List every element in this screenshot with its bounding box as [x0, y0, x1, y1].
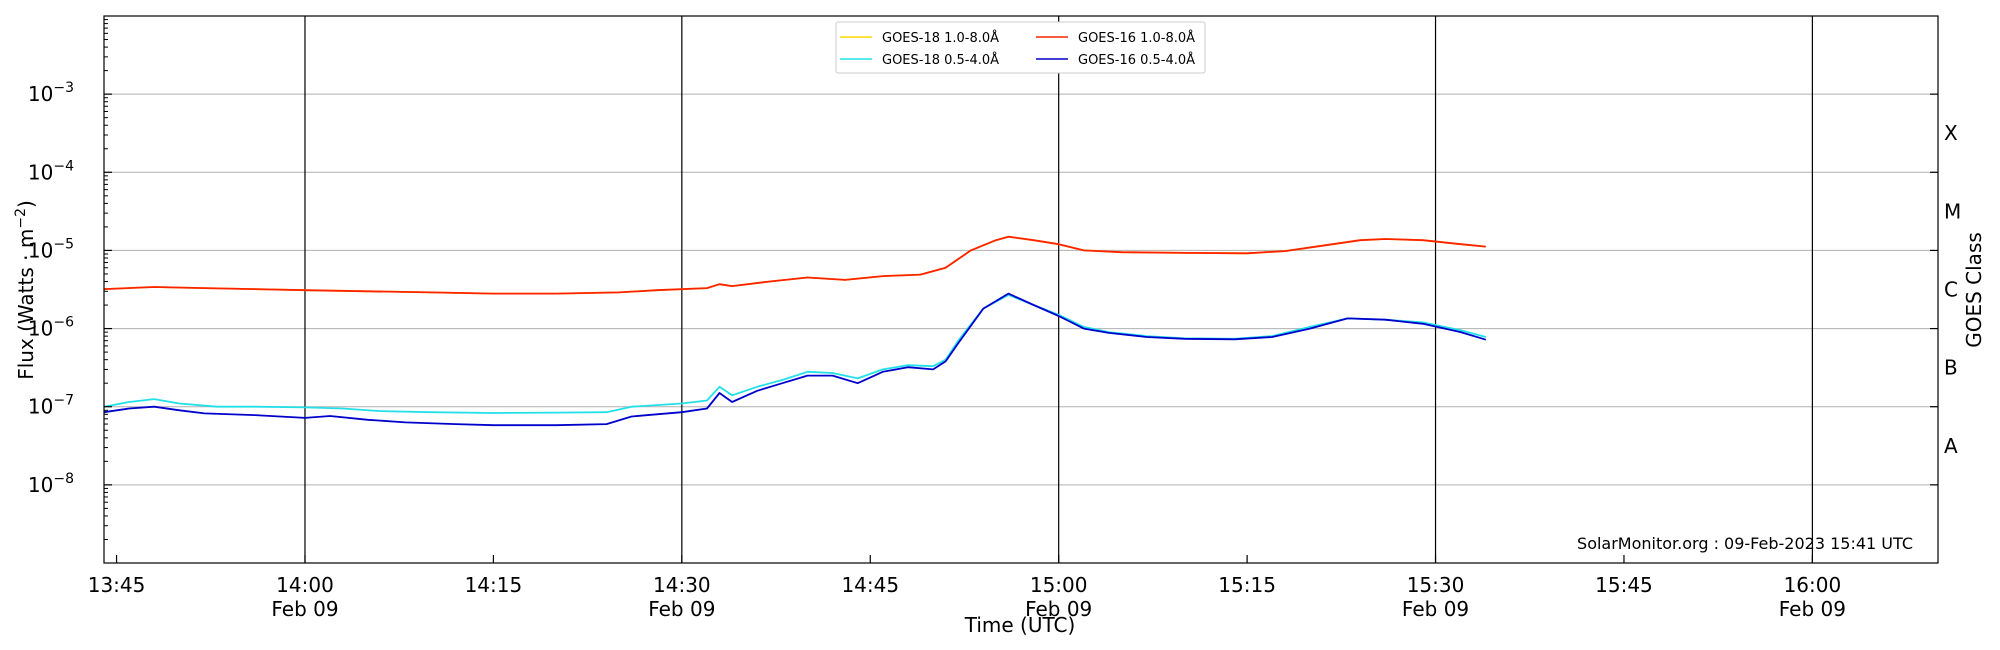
- legend-box: [835, 21, 1206, 74]
- series-goes-18-1-0-8-0: [103, 235, 1486, 295]
- legend-entry-goes-18-1-0-8-0: GOES-18 1.0-8.0Å: [840, 30, 999, 46]
- x-tick-date-9: Feb 09: [1779, 597, 1846, 621]
- credit-text: SolarMonitor.org : 09-Feb-2023 15:41 UTC: [1577, 534, 1913, 553]
- x-axis-label: Time (UTC): [964, 613, 1076, 637]
- series-layer: [103, 235, 1487, 427]
- x-tick-date-7: Feb 09: [1402, 597, 1469, 621]
- x-tick-label-6: 15:15: [1218, 573, 1276, 597]
- grid-layer: [104, 93, 1938, 486]
- y-tick-exponent: −6: [53, 315, 74, 331]
- goes-class-axis-label: GOES Class: [1962, 232, 1986, 348]
- x-tick-date-1: Feb 09: [271, 597, 338, 621]
- y-axis-label-main: Flux (Watts · m: [14, 229, 38, 380]
- x-tick-label-9: 16:00: [1784, 573, 1842, 597]
- series-goes-18-0-5-4-0: [103, 294, 1487, 414]
- y-tick-exponent: −4: [53, 158, 74, 174]
- legend: GOES-18 1.0-8.0Å GOES-18 0.5-4.0Å GOES-16 …: [835, 21, 1206, 74]
- y-axis-label-close: ): [14, 200, 38, 208]
- y-tick-label-4: 10−4: [28, 158, 74, 184]
- goes-class-labels: A B C M X: [1944, 121, 1961, 458]
- legend-entry-goes-16-0-5-4-0: GOES-16 0.5-4.0Å: [1036, 52, 1195, 68]
- y-axis-label-exponent: −2: [13, 208, 29, 229]
- y-tick-label-3: 10−5: [28, 236, 74, 262]
- x-tick-label-8: 15:45: [1595, 573, 1653, 597]
- x-tick-label-4: 14:45: [841, 573, 899, 597]
- legend-items: GOES-18 1.0-8.0Å GOES-18 0.5-4.0Å GOES-16 …: [840, 30, 1195, 68]
- legend-label: GOES-16 1.0-8.0Å: [1078, 30, 1195, 46]
- goes-class-m: M: [1944, 199, 1961, 223]
- y-tick-exponent: −7: [53, 393, 74, 409]
- legend-label: GOES-16 0.5-4.0Å: [1078, 52, 1195, 68]
- y-tick-label-2: 10−6: [28, 315, 74, 341]
- x-tick-date-3: Feb 09: [648, 597, 715, 621]
- y-tick-label-0: 10−8: [28, 471, 74, 497]
- x-tick-label-2: 14:15: [465, 573, 523, 597]
- legend-entry-goes-16-1-0-8-0: GOES-16 1.0-8.0Å: [1036, 30, 1195, 46]
- y-tick-base: 10: [28, 395, 53, 419]
- x-tick-label-3: 14:30: [653, 573, 711, 597]
- series-goes-16-1-0-8-0: [103, 235, 1486, 295]
- y-axis-ticks: 10−810−710−610−510−410−3: [28, 19, 1938, 540]
- y-tick-exponent: −8: [53, 471, 74, 487]
- y-tick-base: 10: [28, 473, 53, 497]
- series-goes-16-0-5-4-0: [103, 292, 1487, 427]
- y-tick-label-1: 10−7: [28, 393, 74, 419]
- goes-class-b: B: [1944, 356, 1958, 380]
- y-tick-label-5: 10−3: [28, 80, 74, 106]
- y-tick-exponent: −3: [53, 80, 74, 96]
- y-axis-label: Flux (Watts · m−2): [13, 200, 38, 380]
- y-tick-base: 10: [28, 317, 53, 341]
- x-tick-date-5: Feb 09: [1025, 597, 1092, 621]
- y-tick-base: 10: [28, 238, 53, 262]
- x-tick-label-0: 13:45: [88, 573, 146, 597]
- goes-class-a: A: [1944, 434, 1958, 458]
- x-tick-label-1: 14:00: [276, 573, 334, 597]
- goes-class-x: X: [1944, 121, 1958, 145]
- y-tick-base: 10: [28, 160, 53, 184]
- goes-class-c: C: [1944, 278, 1958, 302]
- legend-label: GOES-18 1.0-8.0Å: [882, 30, 999, 46]
- y-tick-base: 10: [28, 82, 53, 106]
- plot-frame: [103, 15, 1939, 564]
- legend-entry-goes-18-0-5-4-0: GOES-18 0.5-4.0Å: [840, 52, 999, 68]
- legend-label: GOES-18 0.5-4.0Å: [882, 52, 999, 68]
- x-tick-label-5: 15:00: [1030, 573, 1088, 597]
- y-tick-exponent: −5: [53, 236, 74, 252]
- vertical-day-lines: [304, 16, 1813, 563]
- x-tick-label-7: 15:30: [1407, 573, 1465, 597]
